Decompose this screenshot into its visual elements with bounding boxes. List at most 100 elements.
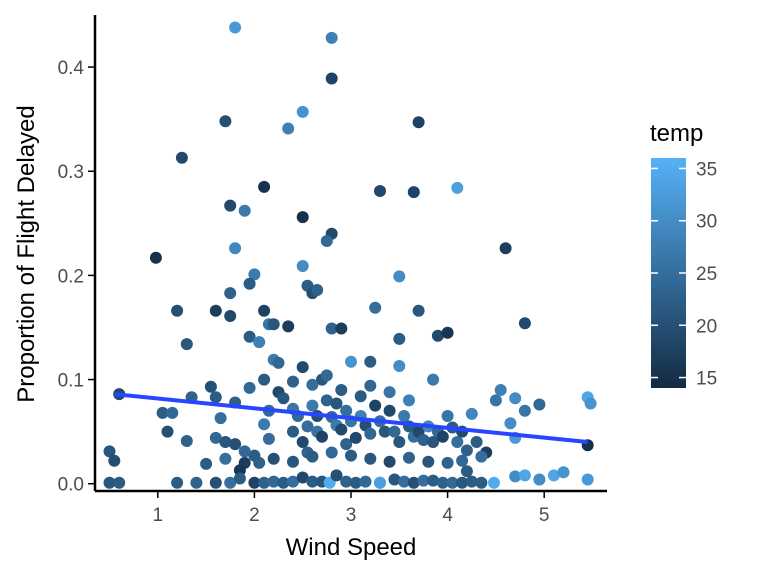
data-point [349, 476, 362, 489]
legend-tick-label: 15 [696, 369, 717, 390]
data-point [306, 450, 319, 463]
data-point [171, 304, 184, 317]
data-point [171, 476, 184, 489]
data-point [393, 332, 406, 345]
data-point [296, 211, 309, 224]
data-point [219, 115, 232, 128]
y-tick-label: 0.4 [58, 58, 85, 79]
data-point [460, 465, 473, 478]
data-point [253, 336, 266, 349]
data-point [149, 251, 162, 264]
data-point [209, 391, 222, 404]
data-point [233, 472, 246, 485]
data-point [509, 470, 522, 483]
trend-line [114, 392, 588, 445]
data-point [219, 452, 232, 465]
data-point [518, 469, 531, 482]
data-point [296, 105, 309, 118]
data-point [229, 438, 242, 451]
data-point [243, 277, 256, 290]
data-point [427, 436, 440, 448]
x-tick-label: 3 [346, 505, 357, 526]
data-point [427, 373, 440, 386]
data-point [103, 476, 116, 489]
data-point [581, 473, 594, 486]
y-tick-label: 0.0 [58, 475, 84, 496]
data-point [364, 427, 377, 440]
data-point [113, 476, 126, 489]
data-point [325, 446, 338, 459]
data-point [287, 425, 299, 438]
data-point [345, 355, 357, 368]
data-point [248, 476, 261, 489]
data-point [306, 378, 319, 391]
data-point [489, 394, 502, 407]
data-point [258, 418, 271, 431]
data-point [345, 449, 357, 462]
data-point [238, 204, 251, 217]
legend-tick-label: 30 [696, 212, 717, 233]
data-point [383, 455, 396, 468]
data-point [383, 386, 396, 399]
data-point [393, 436, 406, 448]
data-point [243, 330, 256, 343]
data-point [214, 412, 227, 425]
data-point [417, 434, 430, 446]
data-point [166, 406, 179, 419]
data-point [224, 310, 237, 322]
data-point [282, 320, 295, 333]
x-tick-label: 2 [249, 505, 260, 526]
data-point [388, 425, 401, 438]
data-point [325, 72, 338, 85]
data-point [359, 475, 372, 488]
data-point [465, 407, 478, 420]
data-point [369, 301, 382, 314]
data-point [354, 390, 367, 403]
axes-layer: 1 2 3 4 5 0.0 0.1 0.2 0.3 0.4 [58, 15, 607, 526]
data-point [180, 435, 193, 447]
data-point [258, 373, 271, 386]
data-point [446, 476, 459, 489]
data-point [364, 355, 377, 368]
x-tick-label: 4 [442, 505, 453, 526]
data-point [258, 476, 271, 489]
legend-tick-label: 20 [696, 316, 717, 337]
data-point [427, 474, 440, 487]
data-point [267, 475, 280, 488]
data-point [518, 404, 531, 417]
color-legend: temp 15 20 25 30 35 [650, 120, 717, 390]
data-point [475, 450, 488, 463]
data-point [320, 394, 333, 407]
data-point [335, 384, 348, 396]
data-point [533, 473, 546, 486]
x-tick-label: 5 [539, 505, 550, 526]
data-point [229, 242, 242, 255]
legend-tick-label: 35 [696, 159, 717, 180]
data-point [161, 425, 174, 438]
data-point [200, 457, 213, 470]
data-point [378, 425, 391, 438]
data-point [557, 466, 570, 479]
data-point [349, 431, 362, 444]
data-point [335, 423, 348, 436]
data-point [388, 473, 401, 486]
data-point [374, 476, 386, 489]
data-point [296, 471, 309, 484]
data-point [258, 304, 271, 317]
data-point [330, 469, 343, 482]
x-tick-label: 1 [153, 505, 164, 526]
data-point [403, 394, 415, 407]
data-point [504, 417, 517, 430]
data-point [441, 410, 454, 422]
data-point [238, 445, 251, 458]
data-point [330, 397, 343, 410]
data-point [233, 464, 246, 477]
data-point [272, 356, 285, 369]
data-point [393, 270, 406, 283]
data-point [287, 475, 299, 488]
data-point [340, 438, 353, 451]
data-point [180, 338, 193, 351]
x-axis-title: Wind Speed [286, 534, 417, 561]
data-point [407, 476, 420, 489]
data-point [340, 404, 353, 417]
